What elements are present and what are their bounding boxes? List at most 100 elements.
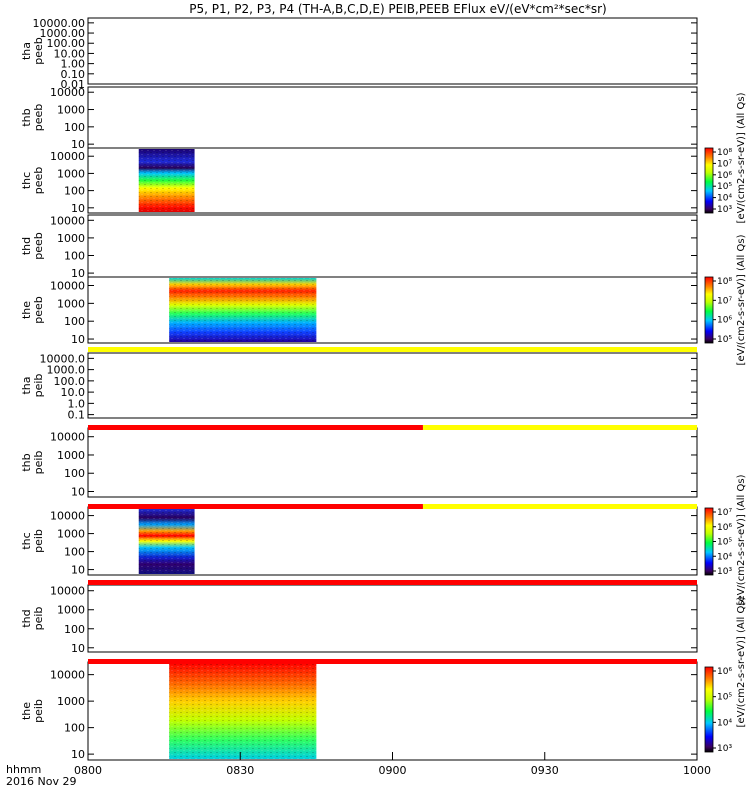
spectrogram-texture <box>169 278 317 342</box>
chart-title: P5, P1, P2, P3, P4 (TH-A,B,C,D,E) PEIB,P… <box>189 2 606 16</box>
y-tick-label: 10.0 <box>61 386 86 399</box>
colorbar-tick-label: 10⁴ <box>717 718 732 728</box>
colorbar-tick-label: 10⁶ <box>717 667 732 677</box>
y-tick-label: 10000 <box>50 669 85 682</box>
panel-frame <box>87 584 698 653</box>
panel-thd-peeb: 10000 1000 100 10 thdpeeb <box>20 214 698 280</box>
colorbar: 10⁸ 10⁷ 10⁶ 10⁵ [eV/(cm2-s-sr-eV)] (All Qs) <box>704 234 747 365</box>
y-tick-label: 100 <box>64 722 85 735</box>
y-tick-label: 10000.00 <box>33 17 86 30</box>
colorbar-tick-label: 10⁴ <box>717 194 732 204</box>
y-tick-label: 1000 <box>57 528 85 541</box>
y-tick-label: 10000 <box>50 150 85 163</box>
y-tick-label: 1.0 <box>68 397 86 410</box>
colorbar-tick-label: 10⁵ <box>717 182 732 192</box>
date-label: 2016 Nov 29 <box>6 775 76 788</box>
x-tick-label: 0900 <box>379 764 407 777</box>
panel-label-probe: the <box>20 702 33 720</box>
colorbar-tick-label: 10⁵ <box>717 335 732 345</box>
panel-thd-peib: 10000 1000 100 10 thdpeib <box>20 584 698 655</box>
panel-label-probe: tha <box>20 42 33 60</box>
panel-label-instrument: peib <box>32 529 45 553</box>
status-bar-segment <box>88 347 697 352</box>
colorbar: 10⁷ 10⁶ 10⁵ 10⁴ 10³ [eV/(cm2-s-sr-eV)] (All Q… <box>704 474 747 605</box>
colorbar-tick-label: 10³ <box>717 744 732 754</box>
colorbar-tick-label: 10³ <box>717 567 732 577</box>
x-tick-label: 0800 <box>74 764 102 777</box>
y-tick-label: 1000 <box>57 449 85 462</box>
panel-the-peib: 10000 1000 100 10 thepeib <box>20 661 698 761</box>
y-tick-label: 10000 <box>50 280 85 293</box>
panel-label-probe: thb <box>20 453 33 471</box>
time-format-label: hhmm <box>6 763 41 776</box>
y-tick-label: 10 <box>71 267 85 280</box>
panel-label: thdpeib <box>20 607 45 631</box>
panel-label-instrument: peib <box>32 607 45 631</box>
y-tick-label: 100.00 <box>47 37 86 50</box>
panel-label-instrument: peeb <box>32 232 45 260</box>
y-tick-label: 100.0 <box>54 375 86 388</box>
colorbar-tick-label: 10⁸ <box>717 148 732 158</box>
colorbar-gradient <box>704 666 714 753</box>
colorbar-label: [eV/(cm2-s-sr-eV)] (All Qs) <box>736 596 747 727</box>
y-tick-label: 10 <box>71 333 85 346</box>
y-tick-label: 100 <box>64 623 85 636</box>
colorbar-tick-label: 10³ <box>717 205 732 215</box>
colorbar-label: [eV/(cm2-s-sr-eV)] (All Qs) <box>736 92 747 223</box>
y-tick-label: 10000 <box>50 431 85 444</box>
panel-label: thcpeib <box>20 529 45 553</box>
panel-label: thepeib <box>20 699 45 723</box>
y-tick-label: 0.01 <box>61 78 86 91</box>
y-tick-label: 10 <box>71 642 85 655</box>
spectrogram-texture <box>138 508 195 574</box>
panel-label-instrument: peib <box>32 451 45 475</box>
y-tick-label: 100 <box>64 315 85 328</box>
panel-thc-peeb: 10000 1000 100 10 thcpeeb <box>20 147 698 215</box>
colorbar-tick-label: 10⁵ <box>717 693 732 703</box>
y-tick-label: 10 <box>71 138 85 151</box>
colorbar-gradient <box>704 507 714 576</box>
panel-label-probe: thb <box>20 108 33 126</box>
panel-label: thbpeeb <box>20 104 45 132</box>
time-axis: 0800 0830 0900 0930 1000 <box>74 752 711 777</box>
x-tick-label: 0930 <box>531 764 559 777</box>
status-bar-segment <box>422 504 697 509</box>
colorbar-tick-label: 10⁴ <box>717 552 732 562</box>
y-tick-label: 1000 <box>57 604 85 617</box>
colorbar-tick-label: 10⁶ <box>717 523 732 533</box>
panel-label: thapeeb <box>20 37 45 65</box>
panel-frame <box>87 276 698 344</box>
panel-label-probe: thd <box>20 609 33 627</box>
colorbar-tick-label: 10⁷ <box>717 296 732 306</box>
colorbar-gradient <box>704 147 714 214</box>
panel-thc-peib: 10000 1000 100 10 thcpeib <box>20 506 698 577</box>
y-tick-label: 1000 <box>57 167 85 180</box>
y-tick-label: 1000 <box>57 695 85 708</box>
spectrogram-texture <box>169 663 317 759</box>
spectrogram-texture <box>138 149 195 212</box>
y-tick-label: 1000.0 <box>47 364 86 377</box>
y-tick-label: 1000 <box>57 297 85 310</box>
y-tick-label: 100 <box>64 546 85 559</box>
y-tick-label: 0.10 <box>61 68 86 81</box>
status-bar-segment <box>422 425 697 430</box>
y-tick-label: 10000 <box>50 214 85 227</box>
colorbar-label: [eV/(cm2-s-sr-eV)] (All Qs) <box>736 234 747 365</box>
y-tick-label: 10.00 <box>54 47 86 60</box>
colorbar-label: [eV/(cm2-s-sr-eV)] (All Qs) <box>736 474 747 605</box>
panel-label: thepeeb <box>20 296 45 324</box>
panel-label-probe: the <box>20 301 33 319</box>
panel-label-instrument: peeb <box>32 104 45 132</box>
panel-label-probe: thc <box>20 172 33 189</box>
y-tick-label: 100 <box>64 467 85 480</box>
y-tick-label: 10 <box>71 486 85 499</box>
y-tick-label: 1000 <box>57 104 85 117</box>
y-tick-label: 10 <box>71 202 85 215</box>
y-tick-label: 1000 <box>57 232 85 245</box>
colorbar-tick-label: 10⁷ <box>717 508 732 518</box>
x-tick-label: 0830 <box>226 764 254 777</box>
panel-label-instrument: peib <box>32 699 45 723</box>
